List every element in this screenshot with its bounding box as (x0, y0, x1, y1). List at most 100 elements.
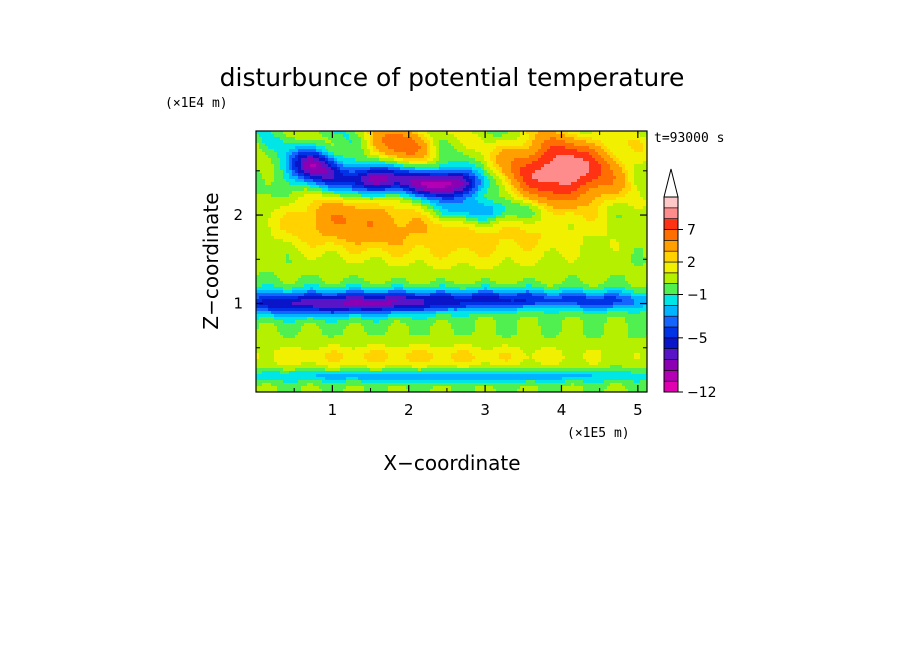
field-cell (490, 188, 494, 192)
field-cell (514, 164, 518, 168)
field-cell (364, 218, 368, 222)
field-cell (280, 134, 284, 138)
field-cell (490, 236, 494, 240)
field-cell (406, 221, 410, 225)
field-cell (610, 164, 614, 168)
field-cell (322, 185, 326, 189)
field-cell (439, 194, 443, 198)
field-cell (538, 206, 542, 210)
field-cell (511, 158, 515, 162)
field-cell (562, 227, 566, 231)
field-cell (595, 236, 599, 240)
field-cell (418, 206, 422, 210)
field-cell (634, 230, 638, 234)
field-cell (532, 221, 536, 225)
field-cell (481, 227, 485, 231)
field-cell (424, 200, 428, 204)
field-cell (367, 230, 371, 234)
field-cell (274, 161, 278, 165)
field-cell (379, 152, 383, 156)
field-cell (364, 149, 368, 153)
field-cell (436, 233, 440, 237)
field-cell (577, 158, 581, 162)
field-cell (613, 170, 617, 174)
field-cell (538, 152, 542, 156)
field-cell (544, 137, 548, 141)
field-cell (607, 212, 611, 216)
field-cell (442, 206, 446, 210)
field-cell (466, 218, 470, 222)
field-cell (478, 206, 482, 210)
field-cell (634, 161, 638, 165)
field-cell (466, 203, 470, 207)
field-cell (313, 200, 317, 204)
field-cell (358, 227, 362, 231)
field-cell (547, 209, 551, 213)
field-cell (634, 221, 638, 225)
field-cell (427, 185, 431, 189)
field-cell (502, 149, 506, 153)
field-cell (604, 233, 608, 237)
field-cell (544, 230, 548, 234)
field-cell (460, 191, 464, 195)
field-cell (610, 152, 614, 156)
field-cell (424, 227, 428, 231)
field-cell (304, 206, 308, 210)
field-cell (322, 197, 326, 201)
field-cell (610, 203, 614, 207)
field-cell (550, 218, 554, 222)
field-cell (478, 215, 482, 219)
field-cell (409, 203, 413, 207)
field-cell (628, 188, 632, 192)
field-cell (451, 224, 455, 228)
field-cell (550, 176, 554, 180)
field-cell (637, 137, 641, 141)
field-cell (283, 152, 287, 156)
field-cell (316, 209, 320, 213)
field-cell (469, 224, 473, 228)
field-cell (616, 179, 620, 183)
field-cell (547, 158, 551, 162)
field-cell (310, 167, 314, 171)
field-cell (631, 131, 635, 135)
field-cell (550, 233, 554, 237)
field-cell (385, 134, 389, 138)
field-cell (529, 176, 533, 180)
field-cell (397, 209, 401, 213)
field-cell (568, 200, 572, 204)
field-cell (529, 149, 533, 153)
field-cell (475, 140, 479, 144)
field-cell (616, 170, 620, 174)
field-cell (628, 194, 632, 198)
field-cell (535, 131, 539, 135)
field-cell (544, 158, 548, 162)
field-cell (499, 164, 503, 168)
field-cell (466, 200, 470, 204)
field-cell (574, 158, 578, 162)
field-cell (571, 197, 575, 201)
field-cell (361, 152, 365, 156)
field-cell (370, 149, 374, 153)
field-cell (418, 164, 422, 168)
field-cell (568, 149, 572, 153)
field-cell (415, 227, 419, 231)
field-cell (598, 158, 602, 162)
field-cell (481, 164, 485, 168)
field-cell (463, 191, 467, 195)
field-cell (394, 146, 398, 150)
field-cell (580, 197, 584, 201)
field-cell (421, 185, 425, 189)
field-cell (466, 206, 470, 210)
field-cell (625, 164, 629, 168)
field-cell (385, 215, 389, 219)
field-cell (517, 167, 521, 171)
field-cell (535, 155, 539, 159)
field-cell (577, 185, 581, 189)
field-cell (544, 242, 548, 246)
field-cell (553, 227, 557, 231)
field-cell (430, 137, 434, 141)
field-cell (259, 206, 263, 210)
field-cell (319, 179, 323, 183)
field-cell (565, 134, 569, 138)
field-cell (517, 206, 521, 210)
